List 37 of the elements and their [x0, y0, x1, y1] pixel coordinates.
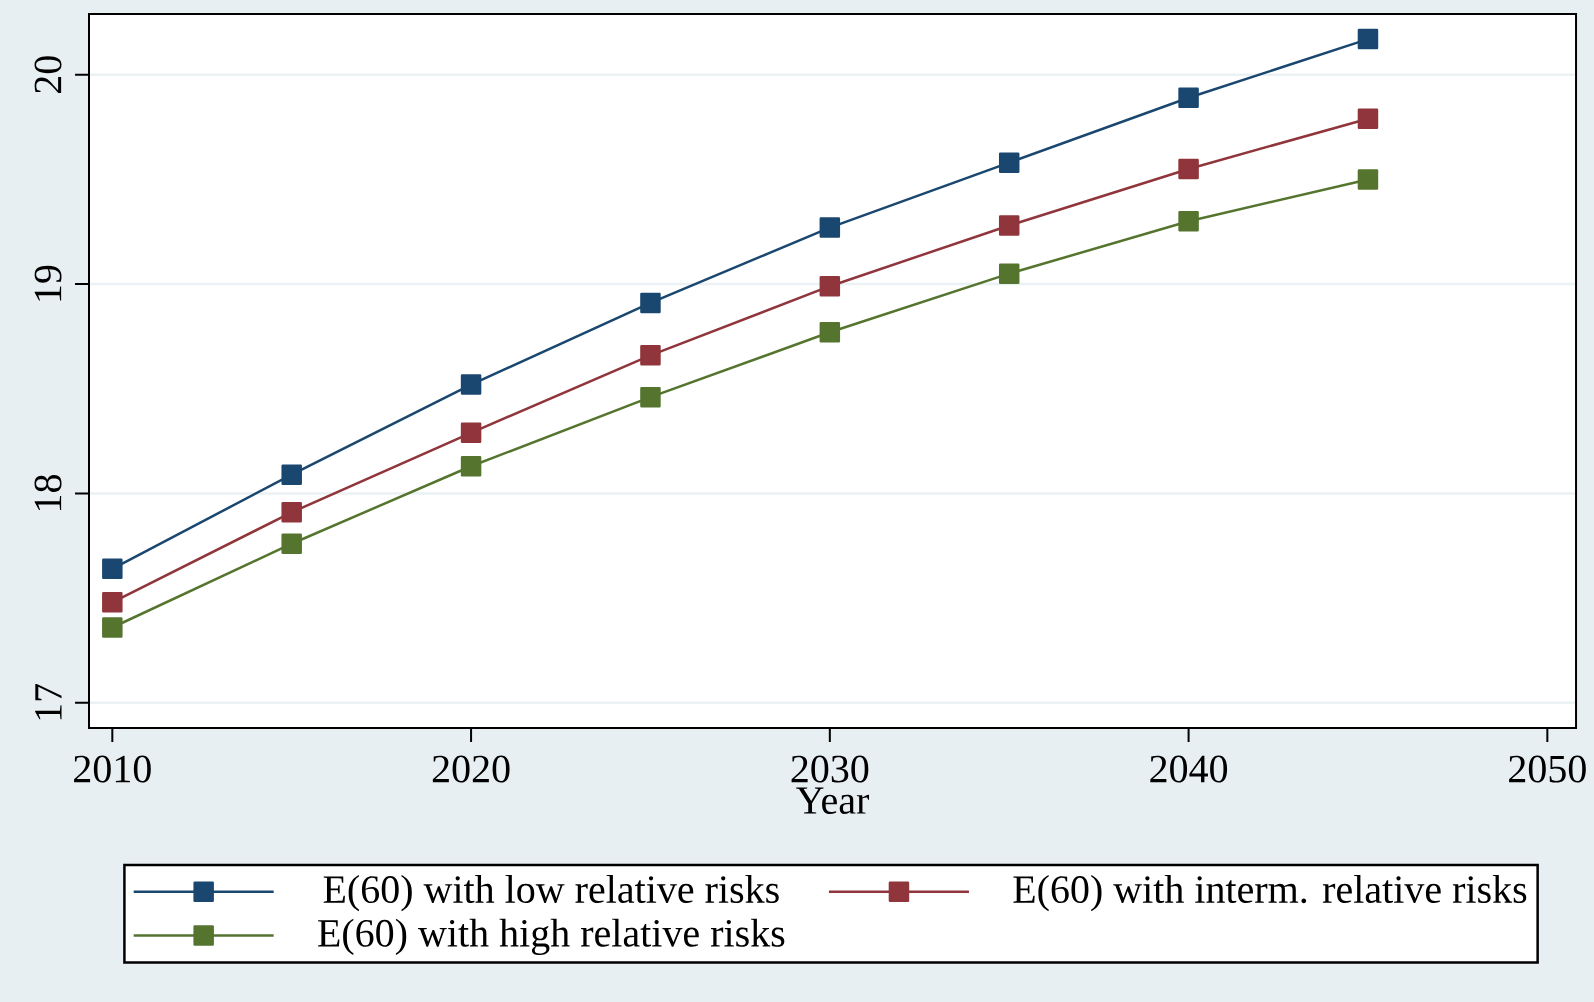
y-tick-label: 20: [34, 56, 62, 93]
point: [1178, 211, 1199, 232]
point: [102, 592, 123, 613]
point: [819, 217, 841, 238]
legend-label: E(60) with low relative risks: [323, 874, 779, 912]
point: [1357, 28, 1379, 50]
x-tick-label: 2010: [74, 755, 151, 783]
point: [460, 456, 482, 477]
point: [460, 422, 482, 444]
point: [1178, 158, 1199, 180]
legend-label: E(60) with interm. relative risks: [1013, 874, 1527, 912]
point: [998, 152, 1020, 173]
y-tick-label: 18: [34, 475, 62, 510]
x-tick-label: 2020: [432, 755, 510, 783]
point: [1178, 87, 1199, 108]
point: [281, 533, 302, 554]
point: [281, 502, 302, 523]
y-tick-label: 17: [35, 684, 62, 720]
point: [460, 374, 482, 395]
point: [281, 464, 302, 485]
x-tick-label: 2030: [791, 755, 869, 783]
point: [102, 558, 123, 580]
point: [640, 292, 661, 314]
y-tick-label: 19: [34, 265, 62, 301]
legend-label: E(60) with high relative risks: [318, 918, 785, 956]
point: [998, 263, 1020, 284]
x-tick-label: 2050: [1509, 755, 1586, 783]
x-axis-title: Year: [796, 787, 870, 814]
point: [640, 386, 661, 408]
point: [819, 275, 841, 297]
point: [102, 617, 123, 638]
point: [1357, 108, 1379, 129]
point: [1357, 169, 1379, 190]
point: [998, 215, 1020, 236]
x-tick-label: 2040: [1150, 755, 1228, 783]
point: [819, 322, 841, 343]
point: [640, 345, 661, 366]
